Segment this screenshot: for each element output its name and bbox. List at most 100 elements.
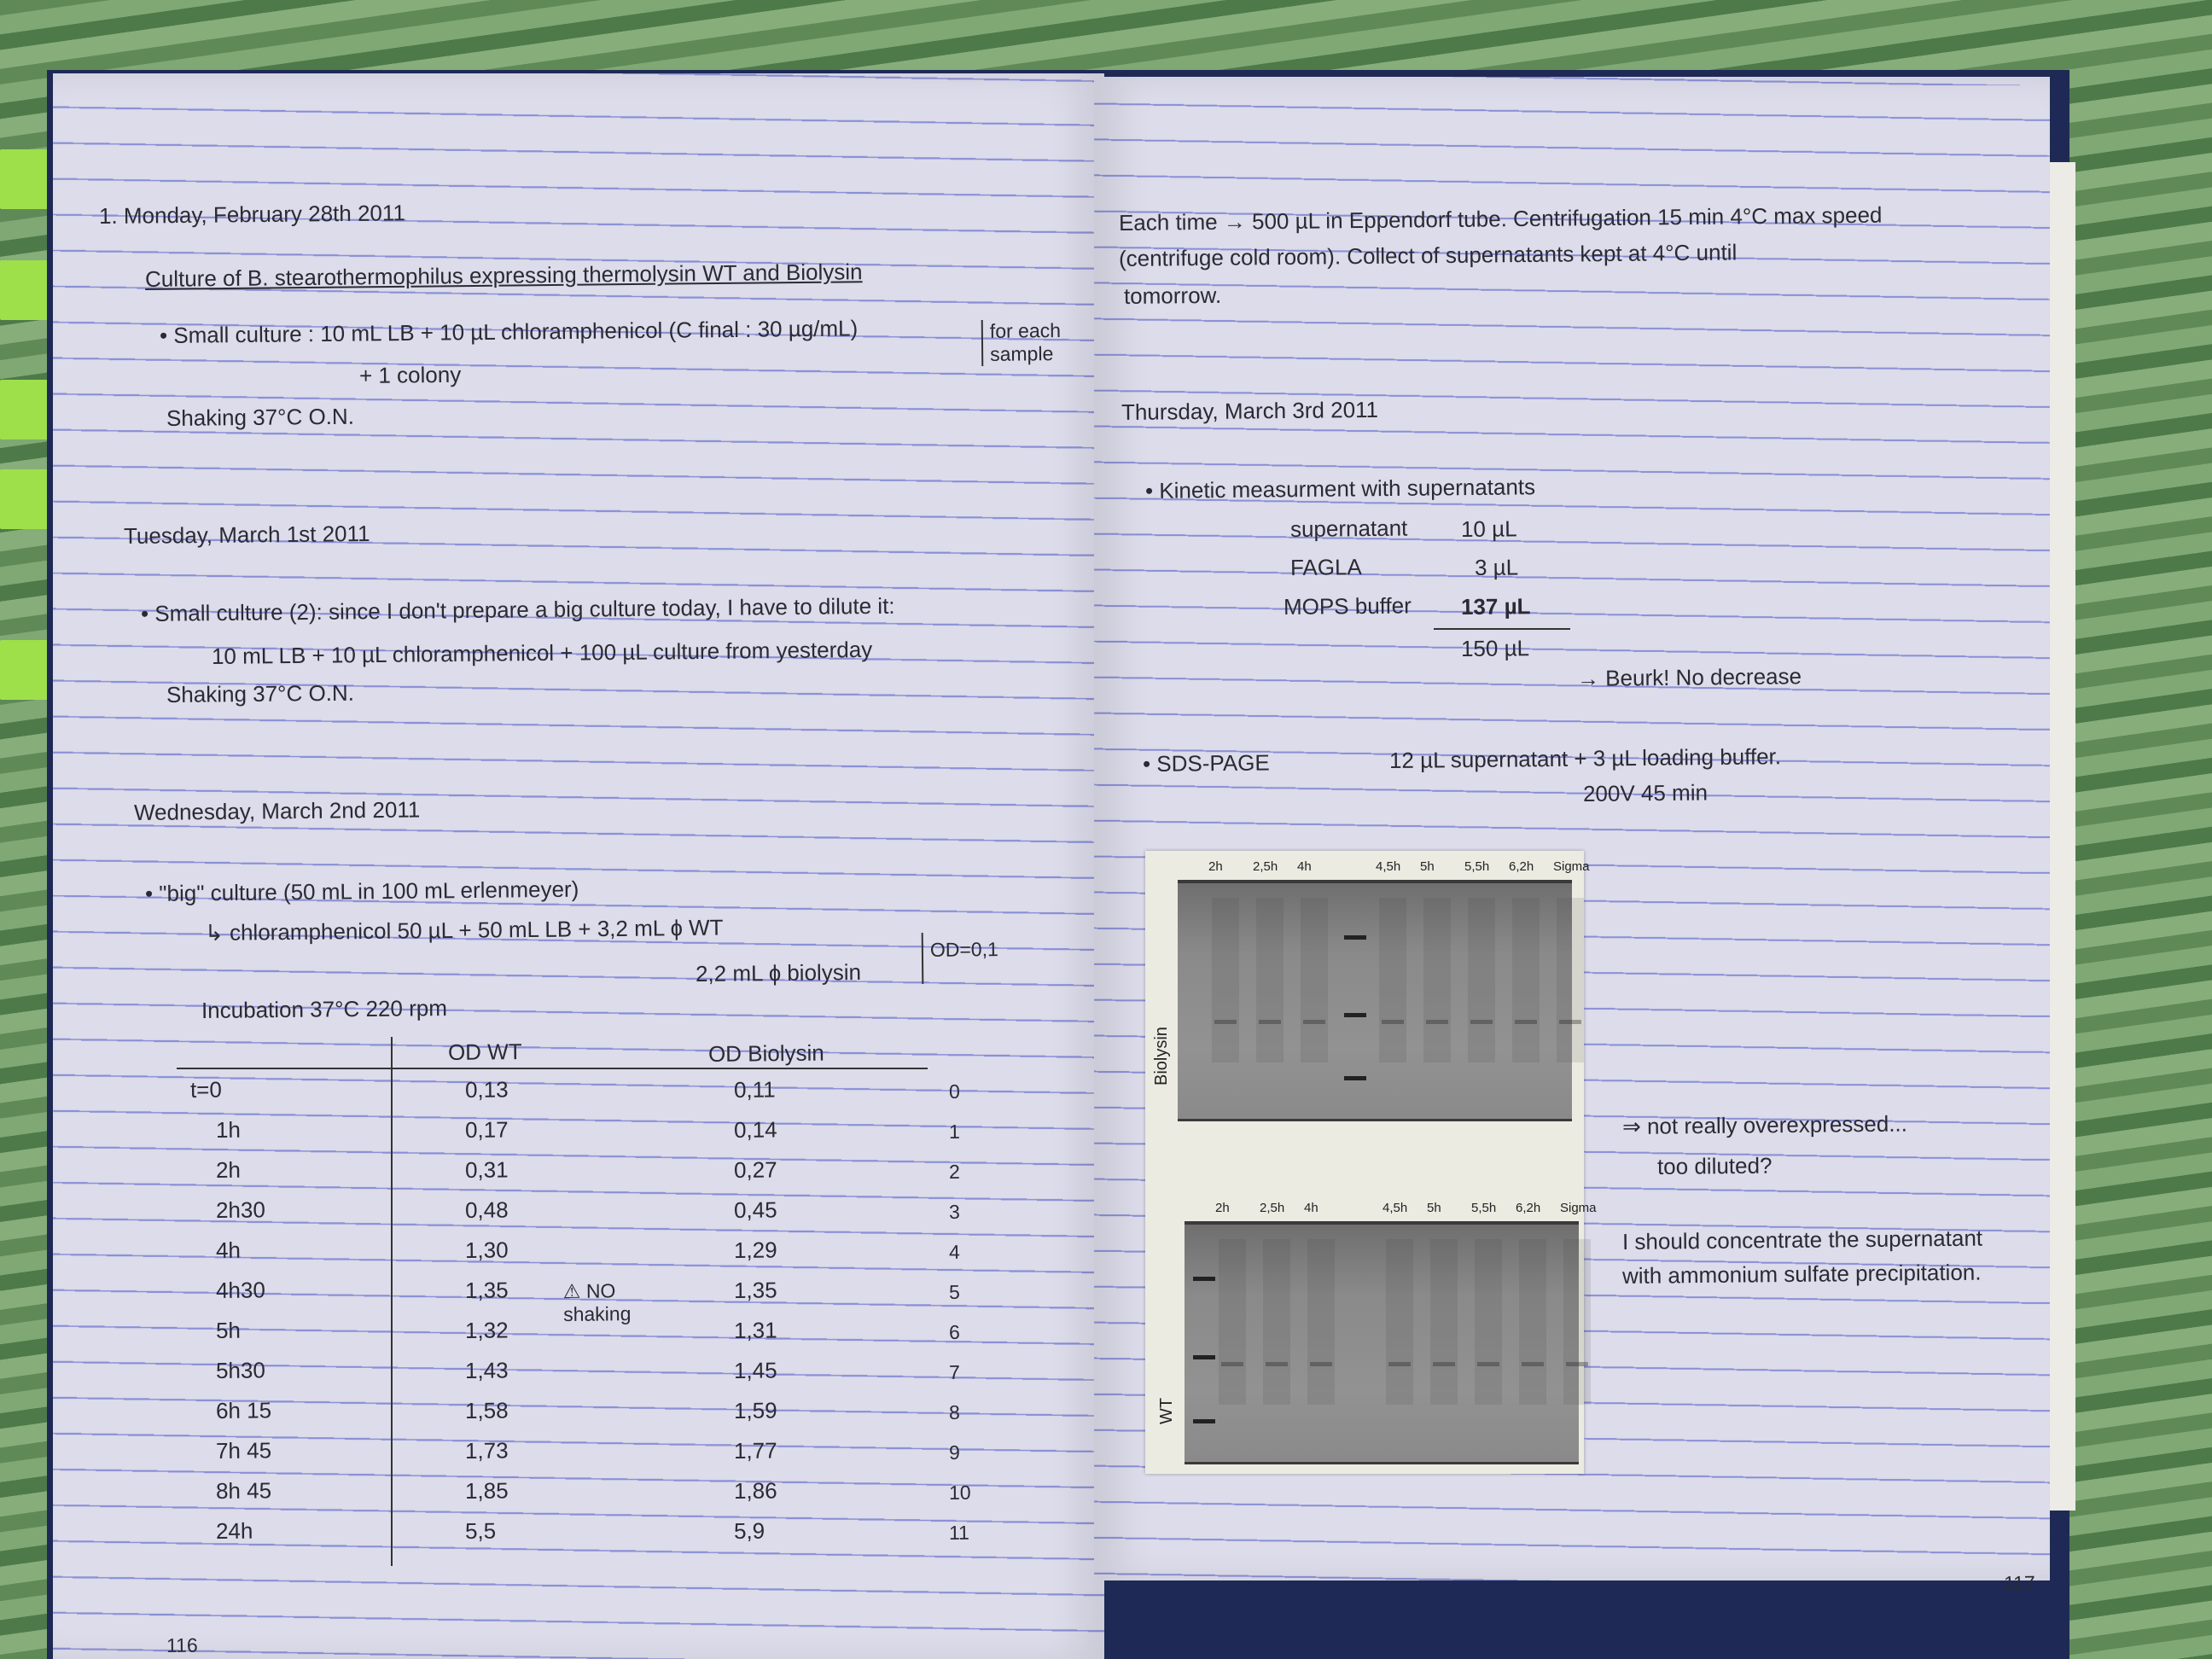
entry-date: Wednesday, March 2nd 2011 [133, 796, 421, 825]
gel-lane-label: 2,5h [1260, 1201, 1285, 1215]
table-cell-od-biolysin: 0,27 [733, 1156, 777, 1183]
gel-band [1266, 1362, 1288, 1367]
table-cell-index: 5 [948, 1280, 960, 1303]
table-cell-time: 4h [215, 1237, 242, 1263]
gel-lane-label: 4,5h [1382, 1201, 1408, 1215]
sds-label: • SDS-PAGE [1142, 749, 1270, 777]
table-cell-time: 5h30 [215, 1357, 265, 1383]
mix-volume: 10 µL [1460, 515, 1517, 542]
table-cell-time: 8h 45 [215, 1477, 272, 1504]
gel-lane [1563, 1238, 1591, 1406]
table-cell-index: 2 [948, 1160, 960, 1183]
table-cell-index: 3 [948, 1200, 960, 1223]
gel-lane [1468, 897, 1495, 1062]
gel-lane [1263, 1238, 1290, 1406]
note-line: ↳ chloramphenicol 50 µL + 50 mL LB + 3,2… [204, 914, 724, 946]
gel-lane [1301, 897, 1328, 1062]
gel-lane-label: 6,2h [1509, 859, 1534, 874]
gel-lane-label: 5,5h [1471, 1201, 1497, 1215]
table-cell-od-wt: 0,31 [464, 1156, 509, 1183]
gel-lane-label: Sigma [1553, 859, 1590, 874]
note-line: • "big" culture (50 mL in 100 mL erlenme… [144, 876, 579, 906]
gel-lane-label: 2h [1215, 1201, 1230, 1215]
table-cell-od-biolysin: 1,59 [733, 1397, 777, 1423]
gel-lane-label: 4h [1304, 1201, 1318, 1215]
gel-band [1522, 1362, 1544, 1367]
table-cell-index: 11 [948, 1521, 970, 1544]
table-cell-od-wt: 1,30 [464, 1237, 509, 1263]
table-cell-od-wt: 5,5 [464, 1517, 497, 1544]
mix-volume: 137 µL [1460, 593, 1531, 620]
gel-lane-label: 2h [1208, 859, 1223, 874]
gel-photo: Biolysin WT 2h 2,5h 4h 4,5h 5h 5,5h 6,2h Sigma 2… [1145, 851, 1597, 1474]
table-cell-od-wt: 0,13 [464, 1076, 509, 1103]
gel-lane [1379, 897, 1406, 1062]
table-cell-time: 1h [215, 1116, 242, 1143]
table-cell-od-biolysin: 5,9 [733, 1517, 765, 1544]
gel-band [1426, 1020, 1448, 1025]
note-line: • Kinetic measurment with supernatants [1144, 474, 1536, 504]
table-cell-index: 8 [948, 1400, 960, 1423]
entry-date: Tuesday, March 1st 2011 [123, 520, 370, 549]
gel-biolysin [1178, 880, 1584, 1121]
conclusion: too diluted? [1656, 1152, 1773, 1179]
gel-band [1303, 1020, 1325, 1025]
column-header-od-wt: OD WT [447, 1039, 522, 1065]
gel-lane [1386, 1238, 1413, 1406]
gel-lane-label: Sigma [1560, 1201, 1597, 1215]
table-cell-od-wt: 1,32 [464, 1317, 509, 1343]
mix-total: 150 µL [1460, 635, 1530, 661]
gel-lane [1430, 1238, 1458, 1406]
ladder-band [1193, 1418, 1215, 1423]
gel-lane [1219, 1238, 1246, 1406]
od-note: OD=0,1 [921, 932, 999, 984]
mix-name: MOPS buffer [1283, 592, 1412, 620]
gel-side-label: Biolysin [1152, 1027, 1171, 1086]
note-line: Shaking 37°C O.N. [166, 403, 355, 431]
gel-band [1382, 1020, 1404, 1025]
gel-lane [1475, 1238, 1502, 1406]
table-cell-time: 6h 15 [215, 1397, 272, 1423]
table-cell-time: 2h30 [215, 1196, 265, 1223]
table-cell-time: 5h [215, 1317, 242, 1343]
kinetic-result: → Beurk! No decrease [1576, 663, 1802, 691]
table-cell-od-wt: 1,58 [464, 1397, 509, 1423]
plan: I should concentrate the supernatant [1621, 1225, 1983, 1254]
table-cell-od-wt: 1,73 [464, 1437, 509, 1464]
table-cell-od-biolysin: 0,11 [733, 1076, 776, 1103]
table-cell-od-biolysin: 1,29 [733, 1237, 777, 1263]
table-cell-od-wt: 1,43 [464, 1357, 509, 1383]
table-cell-od-wt: 0,48 [464, 1196, 509, 1223]
gel-lane [1212, 897, 1239, 1062]
table-cell-index: 4 [948, 1240, 960, 1263]
ladder-band [1193, 1277, 1215, 1282]
note-line: 2,2 mL ɸ biolysin [695, 958, 862, 987]
table-cell-od-biolysin: 0,45 [733, 1196, 777, 1223]
column-header-od-biolysin: OD Biolysin [707, 1039, 824, 1067]
ladder-band [1193, 1354, 1215, 1359]
mix-name: supernatant [1289, 515, 1408, 542]
ladder-band [1344, 934, 1366, 940]
table-cell-od-wt: 1,35 [464, 1277, 509, 1303]
gel-lane [1256, 897, 1284, 1062]
gel-lane-label: 4,5h [1376, 859, 1401, 874]
table-cell-index: 1 [948, 1120, 960, 1143]
table-divider [391, 1037, 393, 1566]
table-divider [177, 1068, 928, 1069]
table-cell-od-biolysin: 1,45 [733, 1357, 777, 1383]
gel-wt [1185, 1221, 1591, 1464]
table-cell-od-biolysin: 0,14 [733, 1116, 777, 1143]
conclusion: ⇒ not really overexpressed... [1621, 1110, 1908, 1139]
gel-band [1470, 1020, 1493, 1025]
page-edge [2048, 162, 2075, 1511]
table-cell-od-biolysin: 1,35 [733, 1277, 777, 1303]
table-cell-time: t=0 [189, 1076, 223, 1103]
plan: with ammonium sulfate precipitation. [1621, 1259, 1982, 1289]
gel-lane [1423, 897, 1451, 1062]
ladder-band [1344, 1076, 1366, 1081]
brace-note: for each sample [981, 318, 1085, 366]
note-line: tomorrow. [1123, 282, 1222, 309]
table-cell-od-biolysin: 1,31 [733, 1317, 777, 1343]
table-cell-od-wt: 1,85 [464, 1477, 509, 1504]
gel-lane-label: 4h [1297, 859, 1312, 874]
